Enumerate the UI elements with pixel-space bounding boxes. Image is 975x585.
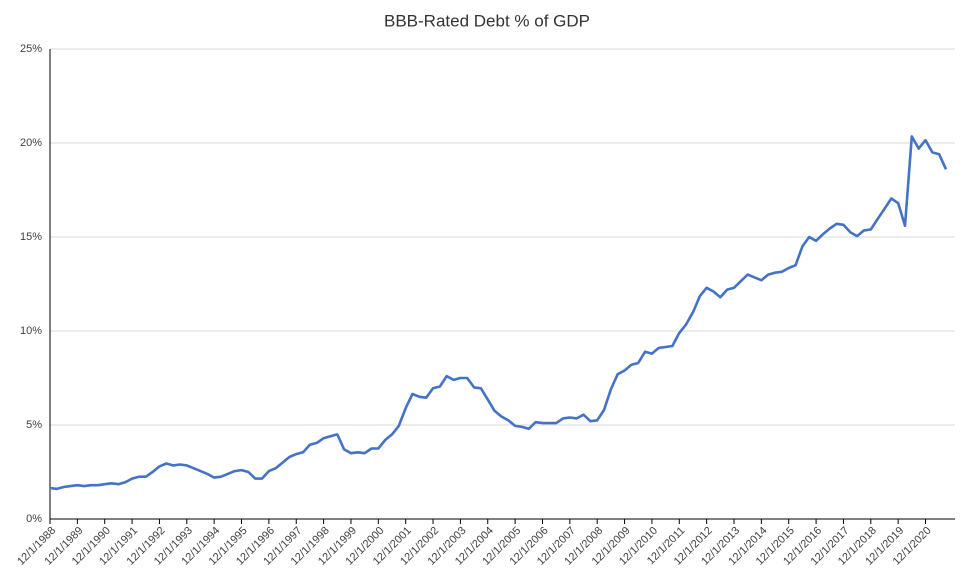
y-tick-label: 25%: [20, 43, 42, 55]
y-tick-label: 5%: [26, 419, 42, 431]
chart-title: BBB-Rated Debt % of GDP: [384, 11, 590, 30]
y-tick-label: 20%: [20, 137, 42, 149]
y-tick-label: 0%: [26, 513, 42, 525]
y-tick-label: 15%: [20, 231, 42, 243]
y-tick-label: 10%: [20, 325, 42, 337]
data-line: [49, 135, 948, 491]
